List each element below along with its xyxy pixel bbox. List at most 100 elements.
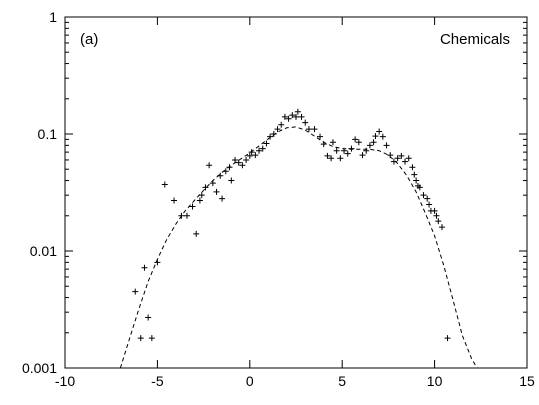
data-point — [424, 195, 431, 202]
data-point — [394, 155, 401, 162]
data-point — [344, 150, 351, 157]
data-point — [363, 147, 370, 154]
data-point — [270, 131, 277, 137]
data-point — [148, 335, 155, 342]
data-point — [337, 155, 344, 162]
data-point — [206, 162, 213, 169]
x-tick-label: 0 — [246, 373, 254, 389]
data-point — [426, 201, 433, 208]
data-point — [137, 335, 144, 342]
axis-tick-labels: -10 -5 0 5 10 15 0.001 0.01 0.1 1 — [22, 9, 535, 389]
data-point — [219, 195, 226, 202]
data-point — [352, 136, 359, 143]
data-point — [372, 133, 379, 140]
data-point — [217, 172, 224, 179]
data-point — [154, 259, 161, 266]
fit-curve — [119, 126, 478, 369]
data-point — [278, 121, 285, 128]
data-point — [228, 177, 235, 184]
y-tick-label: 0.1 — [38, 126, 58, 142]
x-tick-label: -10 — [55, 373, 75, 389]
data-point — [239, 162, 246, 169]
data-point — [311, 126, 318, 133]
data-point — [317, 133, 324, 140]
data-point — [267, 133, 274, 140]
data-point — [402, 158, 409, 165]
data-point — [171, 197, 178, 204]
data-point — [294, 108, 301, 115]
data-point — [413, 177, 420, 184]
panel-label: (a) — [80, 31, 98, 48]
data-point — [198, 192, 205, 199]
data-point — [226, 164, 233, 171]
data-point — [202, 184, 209, 191]
axis-ticks — [64, 16, 528, 369]
data-point — [178, 212, 185, 219]
data-point — [431, 207, 438, 214]
data-point — [161, 181, 168, 188]
y-tick-label: 0.001 — [22, 360, 57, 376]
data-point — [252, 152, 259, 159]
data-point — [196, 197, 203, 204]
data-point — [359, 152, 366, 159]
data-point — [141, 264, 148, 271]
data-point — [379, 133, 386, 140]
x-tick-label: 10 — [427, 373, 443, 389]
data-point — [248, 149, 255, 156]
data-point — [298, 113, 305, 120]
plot-frame — [64, 16, 528, 369]
data-point — [289, 112, 296, 119]
data-point — [209, 180, 216, 187]
data-point — [333, 147, 340, 154]
data-point — [328, 155, 335, 162]
data-point — [293, 113, 299, 120]
data-point — [246, 152, 253, 159]
x-tick-label: -5 — [151, 373, 164, 389]
data-point — [320, 141, 327, 148]
data-point — [305, 126, 312, 133]
data-point — [222, 168, 229, 175]
data-point — [341, 147, 348, 154]
data-point — [383, 142, 390, 149]
data-point — [366, 142, 373, 149]
data-point — [390, 158, 397, 165]
data-point — [376, 128, 383, 135]
data-point — [409, 164, 416, 171]
data-point — [444, 335, 451, 342]
data-point — [235, 159, 242, 166]
data-point — [193, 230, 200, 237]
data-point — [398, 152, 405, 159]
y-tick-label: 1 — [49, 9, 57, 25]
data-point — [243, 156, 250, 163]
data-point — [435, 218, 442, 225]
data-point — [355, 139, 362, 146]
data-point — [213, 188, 220, 195]
data-points — [132, 108, 451, 342]
data-point — [285, 115, 292, 122]
data-point — [183, 212, 190, 219]
data-point — [416, 184, 423, 191]
data-point — [370, 139, 377, 146]
data-point — [348, 145, 355, 152]
data-point — [259, 145, 266, 152]
data-point — [433, 212, 440, 219]
data-point — [189, 203, 196, 210]
data-point — [420, 192, 427, 199]
data-point — [438, 224, 445, 231]
data-point — [256, 147, 263, 154]
data-point — [274, 126, 281, 133]
legend-label: Chemicals — [440, 31, 510, 48]
data-point — [145, 314, 152, 321]
x-tick-label: 5 — [338, 373, 346, 389]
data-point — [263, 140, 270, 147]
data-point — [302, 119, 309, 126]
data-point — [329, 139, 336, 146]
data-point — [387, 152, 394, 159]
y-tick-label: 0.01 — [30, 243, 57, 259]
data-point — [232, 156, 239, 163]
data-point — [324, 152, 331, 159]
x-tick-label: 15 — [519, 373, 535, 389]
data-point — [132, 288, 139, 295]
data-point — [411, 171, 418, 178]
